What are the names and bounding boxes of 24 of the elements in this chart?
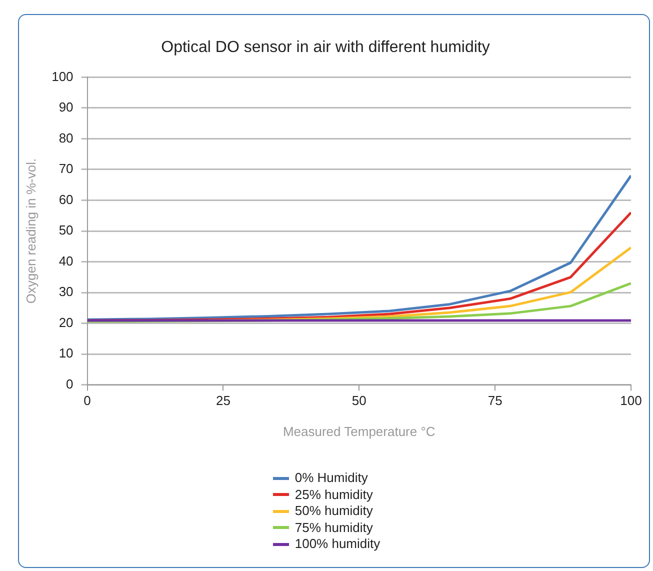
y-tick-label: 50 [58, 222, 74, 238]
y-tick-label: 10 [58, 346, 74, 361]
y-tick-label: 70 [58, 161, 74, 176]
x-axis-title: Measured Temperature °C [282, 424, 436, 439]
x-tick-label: 75 [488, 393, 502, 408]
y-axis-title: Oxygen reading in %-vol. [23, 158, 38, 304]
y-tick-label: 90 [58, 100, 74, 115]
y-tick-label: 0 [66, 376, 74, 392]
legend-label: 100% humidity [294, 536, 380, 552]
y-tick-label: 30 [58, 284, 74, 300]
y-tick-label: 80 [58, 130, 74, 146]
legend-label: 75% humidity [294, 520, 374, 536]
x-tick-label: 100 [620, 393, 642, 408]
y-tick-label: 20 [58, 314, 74, 330]
chart-title: Optical DO sensor in air with different humidity [161, 39, 490, 56]
legend-label: 0% Humidity [294, 470, 369, 486]
y-tick-label: 60 [58, 192, 74, 207]
y-tick-label: 100 [52, 68, 74, 84]
legend-label: 50% humidity [294, 503, 374, 520]
y-tick-label: 40 [58, 253, 74, 268]
x-tick-label: 50 [352, 393, 366, 408]
legend-label: 25% humidity [294, 486, 374, 503]
x-tick-label: 25 [216, 393, 230, 408]
x-tick-label: 0 [84, 393, 91, 408]
